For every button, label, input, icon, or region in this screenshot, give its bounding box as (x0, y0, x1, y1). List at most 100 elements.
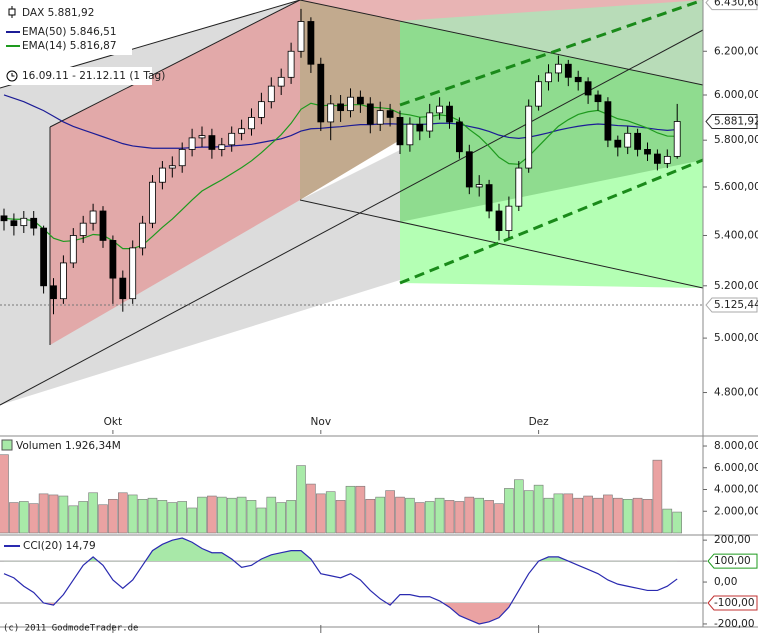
volume-bar (207, 495, 217, 534)
candle-body (20, 217, 28, 227)
candle-body (60, 262, 67, 300)
volume-bar (256, 507, 267, 534)
volume-bar (98, 504, 108, 534)
volume-bar (167, 502, 178, 534)
volume-bar (197, 496, 207, 534)
volume-bar (306, 483, 316, 534)
y-tick-label: 5.200,00 (714, 280, 758, 292)
y-tick-label: -100,00 (714, 597, 755, 609)
marker-label: 5.881,92 (714, 115, 758, 127)
volume-bar (632, 497, 643, 534)
candle-body (396, 116, 404, 146)
candle-body (584, 81, 592, 96)
candle-body (406, 123, 414, 146)
volume-bar (325, 491, 336, 534)
volume-bar (563, 493, 574, 534)
candle-body (386, 110, 394, 118)
green-area (400, 0, 703, 85)
candle-body (535, 81, 542, 107)
volume-bar (137, 498, 148, 534)
volume-bar (355, 485, 366, 534)
volume-bar (286, 500, 296, 534)
volume-bar (622, 498, 633, 534)
candle-body (79, 222, 87, 236)
volume-bar (523, 490, 534, 534)
volume-bar (246, 500, 257, 534)
volume-bar (553, 493, 564, 534)
candle-body (297, 21, 305, 52)
y-tick-label: 5.600,00 (714, 181, 758, 193)
cci-line (3, 537, 678, 625)
candle-body (257, 101, 265, 118)
volume-bar (583, 495, 593, 534)
candle-body (416, 123, 424, 132)
volume-bar (365, 498, 376, 534)
volume-bar (187, 507, 197, 534)
x-tick-label: Dez (529, 416, 550, 428)
volume-bar (504, 488, 514, 534)
dashed-channel (399, 158, 704, 285)
trend-line (49, 0, 301, 128)
y-tick-label: 5.400,00 (714, 229, 758, 241)
candle-body (10, 220, 18, 227)
green-channel (400, 21, 703, 222)
footer: (c) 2011 GodmodeTrader.de (3, 624, 138, 633)
volume-bar (533, 484, 544, 534)
volume-bar (9, 502, 19, 534)
candle-body (158, 167, 166, 183)
y-tick-label: 4.800,00 (714, 387, 758, 399)
candle-body (139, 222, 147, 249)
volume-bar (88, 492, 98, 534)
volume-bar (543, 497, 554, 534)
candle-body (356, 96, 364, 105)
volume-bar (68, 505, 79, 534)
volume-bar (18, 501, 29, 534)
marker-box (705, 113, 758, 129)
volume-bar (58, 495, 69, 534)
candle-body (168, 165, 176, 169)
volume-bar (147, 497, 158, 534)
volume-bar (454, 501, 465, 534)
candle-body (99, 210, 107, 241)
candle-body (634, 132, 641, 150)
legend-label: EMA(14) 5.816,87 (22, 40, 117, 52)
candle-body (267, 85, 275, 103)
candle-body (89, 210, 97, 224)
volume-bar (573, 497, 584, 534)
volume-bar (484, 500, 494, 534)
candle-body (564, 63, 572, 78)
candle-body (337, 103, 345, 112)
candle-body (307, 21, 315, 65)
volume-bar (375, 496, 386, 534)
candle-body (436, 105, 444, 114)
candle-body (198, 135, 206, 139)
y-tick-label: 5.800,00 (714, 134, 758, 146)
tick-label-box (707, 553, 758, 569)
candle-body (455, 121, 463, 153)
legend-box (2, 67, 152, 85)
y-tick-label: 4.000,00M (714, 484, 758, 496)
volume-bar (177, 501, 187, 534)
marker-label: 6.430,60 (714, 0, 758, 9)
y-tick-label: 8.000,00M (714, 440, 758, 452)
volume-bar (385, 490, 395, 534)
candle-body (317, 63, 325, 123)
x-tick-label: Okt (104, 416, 122, 428)
dashed-channel (399, 0, 704, 107)
candle-body (475, 184, 483, 188)
candle-body (40, 227, 47, 287)
legend-swatch (1, 439, 13, 451)
candle-body (465, 151, 473, 188)
volume-bar (48, 494, 59, 534)
candle-body (654, 153, 661, 164)
candle-body (614, 139, 622, 148)
y-tick-label: 0,00 (714, 576, 737, 588)
legend-label: Volumen 1.926,34M (16, 440, 121, 452)
candle-body (0, 215, 8, 222)
candle-body (426, 112, 434, 132)
volume-bar (217, 496, 227, 534)
volume-bar (118, 492, 128, 534)
candle-body (208, 135, 216, 150)
volume-bar (315, 493, 326, 534)
